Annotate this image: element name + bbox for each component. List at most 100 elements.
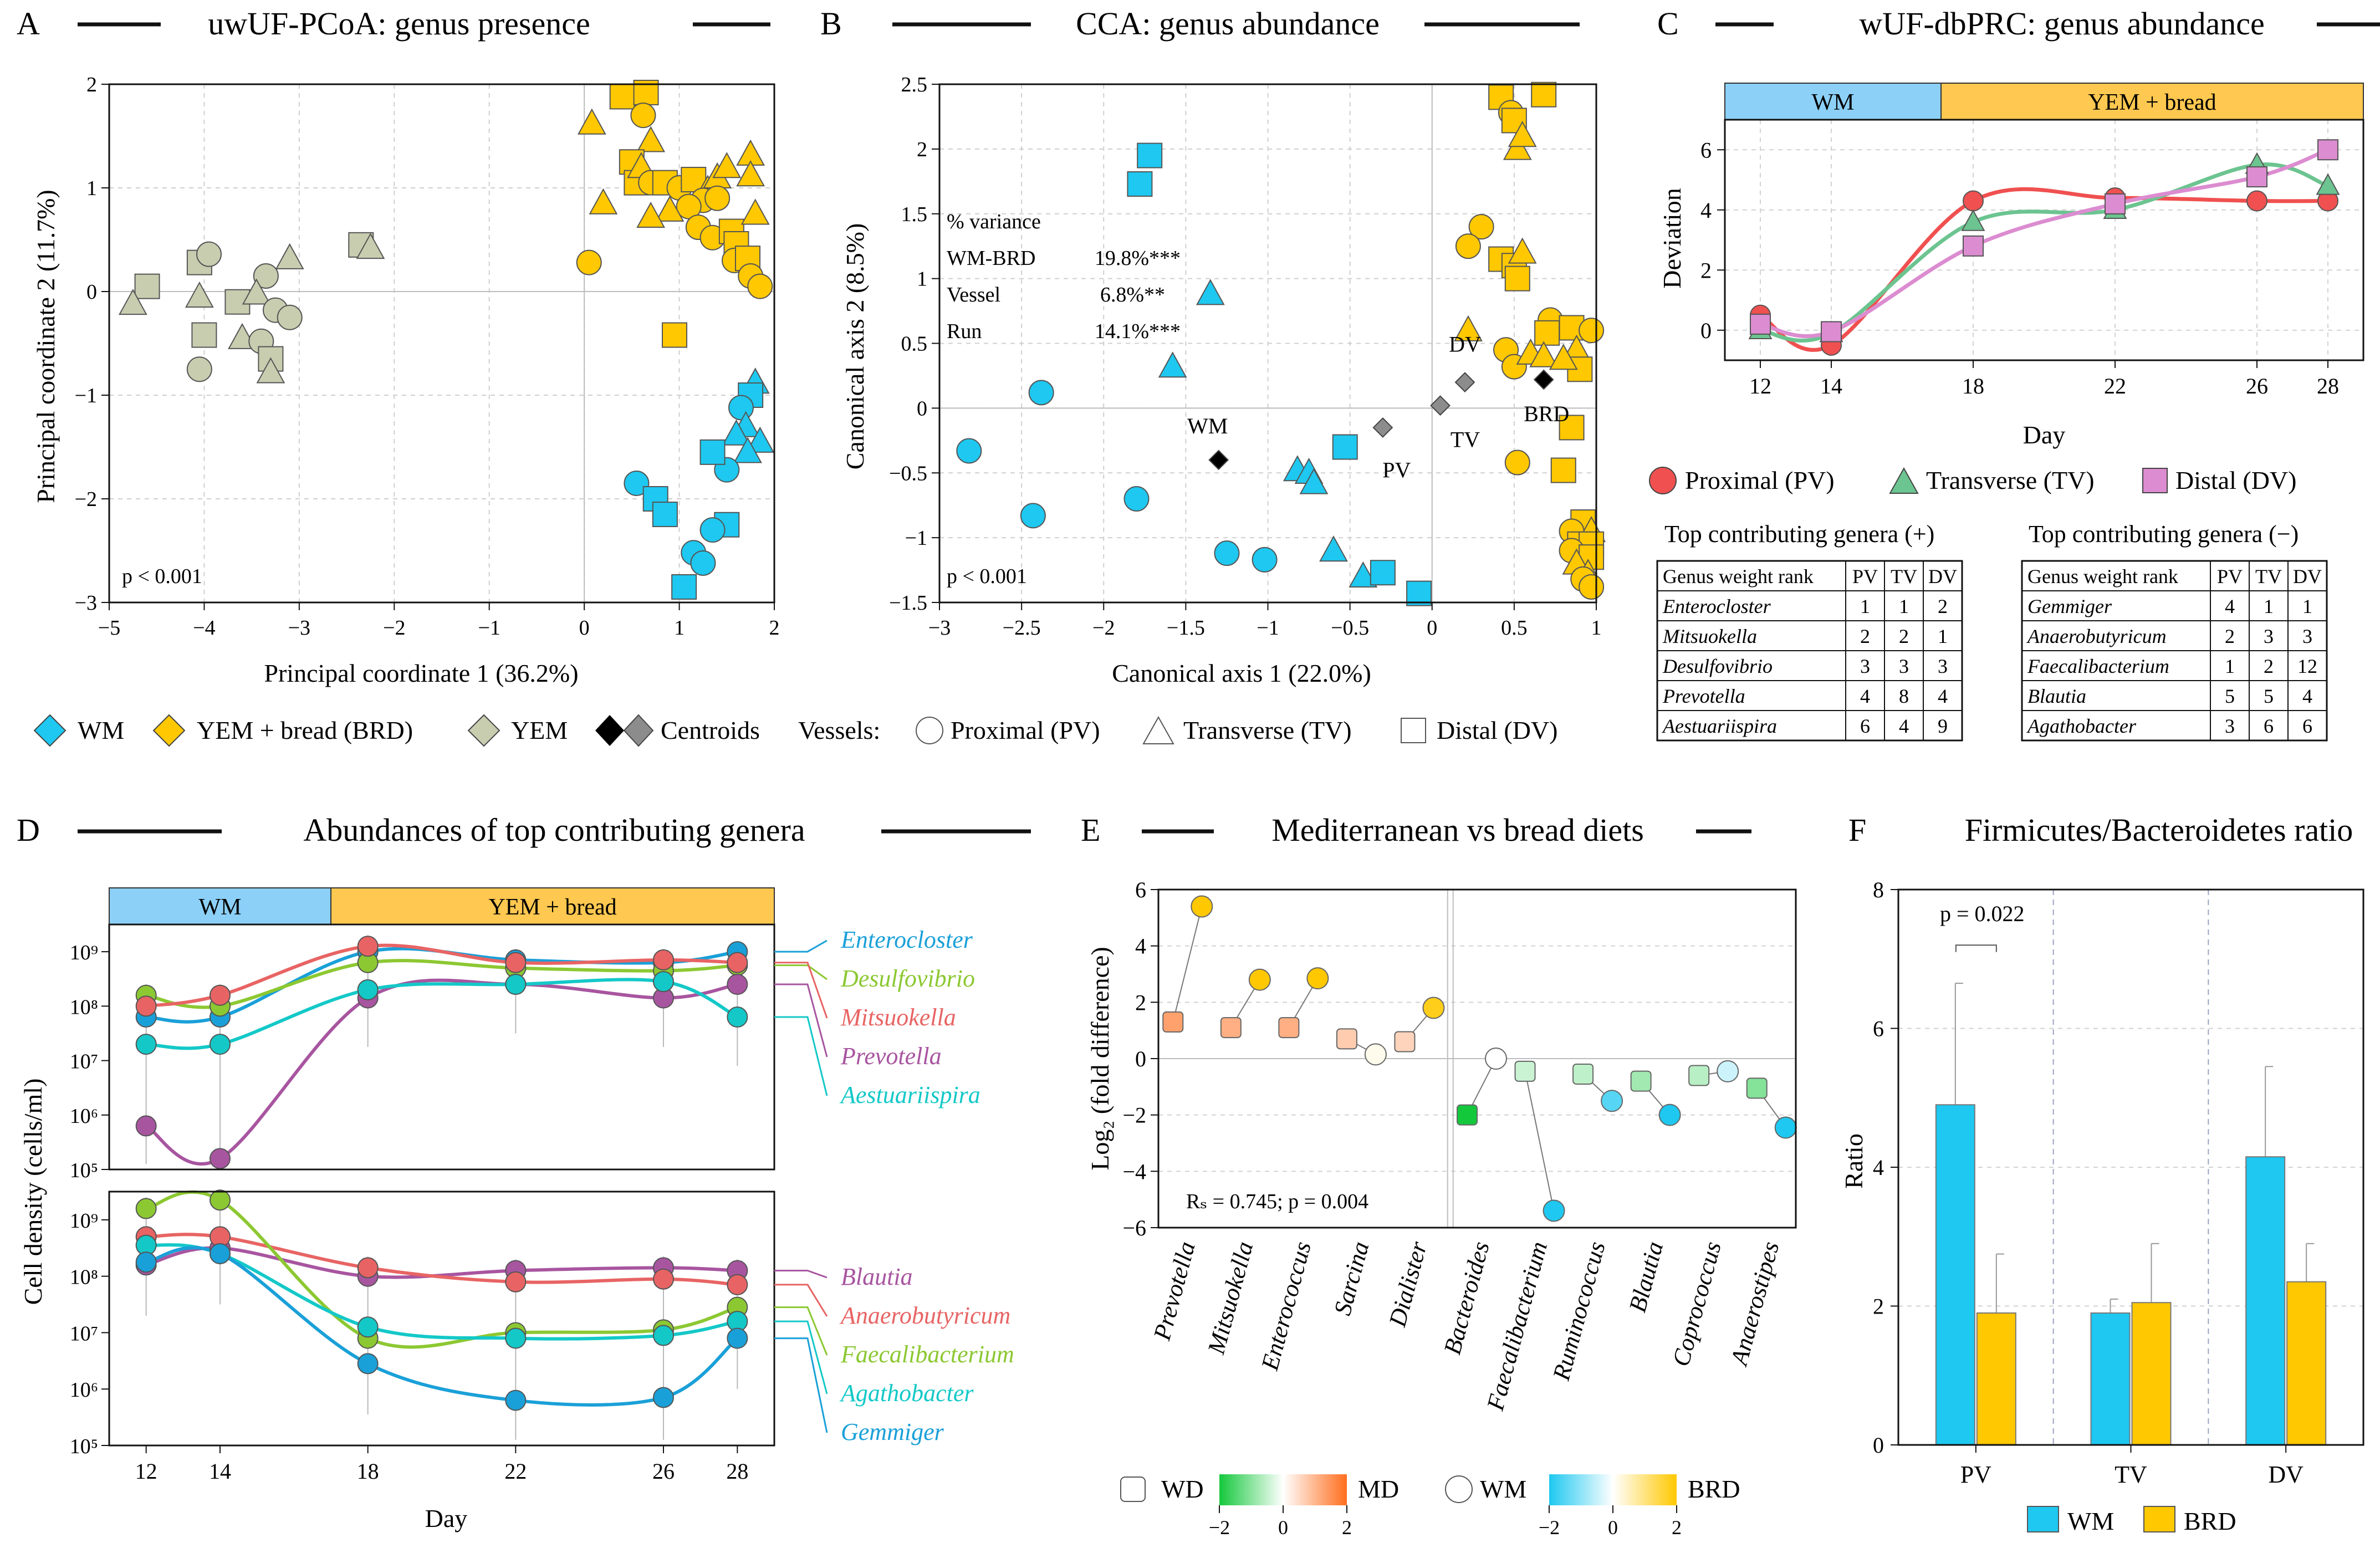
centroid-tv (1430, 395, 1451, 416)
y-tick-label: 0 (1873, 1433, 1884, 1458)
table-cell: 4 (1860, 685, 1870, 707)
data-point-wm (1299, 468, 1329, 494)
data-point (653, 1325, 674, 1346)
legend-vessels-label: Vessels: (798, 716, 880, 744)
data-point-wm (1214, 540, 1240, 566)
y-tick-label: 10⁷ (70, 1322, 98, 1345)
feed-marker (1658, 1103, 1681, 1126)
x-tick-label: 18 (357, 1459, 379, 1484)
legend-dv-marker (1401, 718, 1426, 743)
data-point (135, 1198, 157, 1219)
centroid-label-brd: BRD (1524, 401, 1569, 426)
legend-centroids-label: Centroids (661, 716, 760, 744)
category-label-bacteroides: Bacteroides (1438, 1239, 1494, 1357)
data-point-wm (642, 486, 668, 512)
legend-proximal-marker (1649, 467, 1677, 494)
table-cell: 1 (2225, 655, 2235, 677)
data-point-brd (1549, 344, 1578, 370)
x-tick-label: −1 (1257, 616, 1279, 640)
panel-a-xlabel: Principal coordinate 1 (36.2%) (264, 659, 578, 687)
legend-tv-label: Transverse (TV) (1183, 716, 1352, 744)
x-tick-label: 26 (2246, 374, 2268, 399)
panel-c-ylabel: Deviation (1658, 188, 1686, 288)
legend-ab: WM YEM + bread (BRD) YEM Centroids Vesse… (33, 714, 1557, 747)
data-point-yem (256, 357, 285, 384)
table-cell: 6 (2264, 715, 2274, 737)
y-tick-label: 0 (86, 280, 97, 304)
y-tick-label: 0 (1135, 1046, 1146, 1071)
table-header-cell: TV (1891, 565, 1917, 587)
diet-marker (1394, 1031, 1416, 1053)
panel-d-xlabel: Day (425, 1504, 468, 1532)
yem-period-bar (1940, 83, 2364, 120)
panel-c-xlabel: Day (2023, 421, 2066, 449)
data-point (357, 1316, 379, 1338)
y-tick-label: 6 (1700, 137, 1712, 162)
data-point-wm (1123, 486, 1150, 512)
table-cell: 4 (1899, 715, 1909, 737)
leader-line (774, 983, 828, 1057)
y-tick-label: 10⁵ (70, 1159, 98, 1182)
feed-marker (1248, 968, 1271, 991)
genus-label-mitsuokella: Mitsuokella (840, 1004, 956, 1031)
bar-brd-pv (1976, 1312, 2016, 1445)
x-tick-label: −0.5 (1331, 616, 1369, 640)
data-point-yem (191, 322, 217, 348)
genus-label-blautia: Blautia (841, 1263, 913, 1290)
data-point-wm (690, 550, 716, 576)
y-tick-label: −0.5 (889, 462, 927, 485)
table-header-cell: Genus weight rank (2027, 565, 2178, 587)
variance-value-wm-brd: 19.8%*** (1095, 247, 1181, 270)
data-point (505, 1327, 527, 1349)
panel-a-pvalue: p < 0.001 (122, 565, 202, 588)
data-point-brd (736, 160, 765, 187)
category-label-faecalibacterium: Faecalibacterium (1482, 1239, 1553, 1414)
panel-letter-e: E (1081, 812, 1100, 848)
table-cell: 3 (2302, 625, 2312, 647)
panel-c-title: wUF-dbPRC: genus abundance (1859, 6, 2264, 42)
panel-c: C wUF-dbPRC: genus abundance WM YEM + br… (1649, 6, 2380, 742)
diet-marker (1630, 1070, 1652, 1092)
data-point-yem (134, 273, 160, 299)
diet-marker (1688, 1065, 1710, 1086)
data-point-brd (630, 103, 656, 129)
y-tick-label: 6 (1873, 1016, 1884, 1041)
panel-e-ylabel: Log₂ (fold difference) (1086, 947, 1114, 1170)
centroid-wm (1208, 449, 1229, 471)
panel-letter-a: A (17, 6, 40, 42)
feed-marker (1306, 967, 1329, 990)
data-point (2246, 166, 2267, 188)
x-tick-label: −2 (383, 616, 405, 640)
variance-name-vessel: Vessel (947, 283, 1000, 306)
table-cell: Desulfovibrio (1662, 655, 1773, 677)
md-color-scale (1219, 1474, 1347, 1505)
legend-md-label: MD (1358, 1475, 1399, 1503)
feed-marker (1485, 1048, 1507, 1070)
data-point (505, 1389, 527, 1411)
variance-value-vessel: 6.8%** (1100, 283, 1165, 306)
legend-yem-label: YEM (511, 716, 568, 744)
legend-brd-e-label: BRD (1688, 1475, 1740, 1503)
y-tick-label: 10⁶ (70, 1105, 98, 1128)
data-point (135, 1115, 157, 1137)
leader-line (774, 964, 828, 980)
x-tick-label: 12 (135, 1459, 157, 1484)
x-tick-label: 28 (726, 1459, 748, 1484)
data-point-brd (1550, 457, 1576, 483)
plot-frame (108, 1191, 775, 1447)
panel-d: D Abundances of top contributing genera … (17, 812, 1031, 1532)
variance-value-run: 14.1%*** (1095, 320, 1181, 343)
data-point-wm (728, 395, 754, 421)
data-point-yem (277, 304, 303, 330)
data-point (2246, 190, 2267, 212)
table-cell: Aestuariispira (1662, 715, 1777, 737)
plot-frame (938, 83, 1597, 604)
data-point-brd (1508, 121, 1537, 147)
table-cell: Gemmiger (2027, 595, 2112, 617)
diet-marker (1514, 1060, 1536, 1082)
variance-name-wm-brd: WM-BRD (947, 247, 1035, 270)
table-cell: Mitsuokella (1662, 625, 1757, 647)
plot-area-d-top: 10⁵ 10⁶ 10⁷ 10⁸ 10⁹ Enterocloster Desulfovibri… (70, 923, 980, 1182)
table-cell: 4 (2225, 595, 2235, 617)
panel-letter-b: B (820, 6, 842, 42)
